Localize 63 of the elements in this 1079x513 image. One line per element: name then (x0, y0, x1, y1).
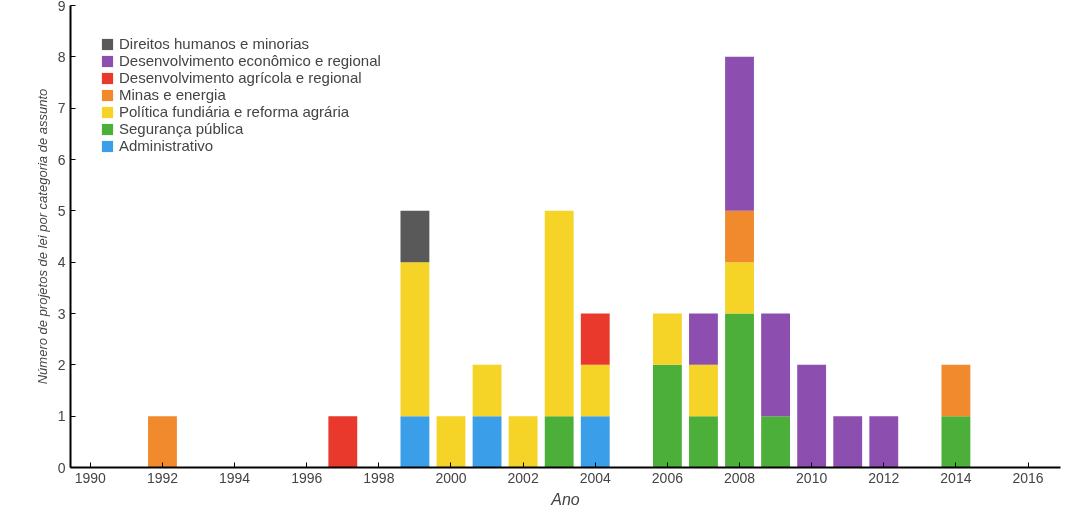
x-tick-label: 1998 (363, 469, 395, 486)
bar (400, 416, 430, 468)
x-tick-label: 2010 (796, 469, 828, 486)
x-tick-label: 2006 (651, 469, 684, 486)
x-axis-title: Ano (550, 490, 580, 508)
bar (869, 416, 899, 468)
bar (472, 364, 502, 417)
x-tick-label: 2014 (940, 469, 972, 486)
legend-label: Desenvolvimento agrícola e regional (119, 69, 362, 86)
y-tick-label: 4 (57, 254, 66, 271)
bar (508, 416, 538, 468)
y-tick-label: 0 (57, 459, 66, 476)
x-tick-label: 1992 (146, 469, 179, 486)
bar (725, 56, 754, 211)
y-tick-label: 1 (57, 408, 66, 425)
bar (544, 210, 574, 417)
legend-label: Desenvolvimento econômico e regional (119, 52, 381, 69)
y-tick-label: 3 (57, 305, 66, 322)
x-tick-label: 1994 (219, 469, 251, 486)
bar (400, 210, 430, 263)
bar (400, 262, 430, 417)
bar (544, 416, 574, 468)
bar (580, 416, 610, 468)
bar (652, 364, 682, 468)
y-axis-title: Número de projetos de lei por categoria de assunto (34, 88, 50, 385)
legend-label: Política fundiária e reforma agrária (119, 103, 350, 120)
x-tick-label: 2012 (868, 469, 900, 486)
x-tick-label: 1996 (291, 469, 323, 486)
bar (761, 313, 791, 417)
legend-label: Direitos humanos e minorias (119, 35, 310, 52)
bar (472, 416, 502, 468)
bar (833, 416, 863, 468)
bar (725, 210, 754, 263)
y-tick-label: 9 (57, 0, 66, 14)
bar (725, 262, 754, 314)
bar (652, 313, 682, 365)
bar (436, 416, 466, 468)
bar (580, 313, 610, 365)
legend-label: Administrativo (119, 137, 214, 154)
bar (580, 364, 610, 417)
bar (941, 364, 971, 417)
y-tick-label: 7 (57, 100, 66, 117)
x-tick-label: 2016 (1012, 469, 1044, 486)
bar (689, 364, 718, 417)
bar (689, 313, 718, 365)
x-tick-label: 2000 (435, 469, 467, 486)
bar (148, 416, 177, 468)
x-tick-label: 2008 (723, 469, 756, 486)
y-tick-label: 2 (57, 356, 66, 373)
bar (689, 416, 718, 468)
x-tick-label: 2002 (507, 469, 539, 486)
y-tick-label: 5 (57, 202, 66, 219)
bar (328, 416, 358, 468)
bar (941, 416, 971, 468)
bar (797, 364, 827, 468)
bar (761, 416, 791, 468)
y-tick-label: 6 (57, 151, 66, 168)
bar (725, 313, 754, 468)
y-tick-label: 8 (57, 48, 66, 65)
x-tick-label: 2004 (579, 469, 612, 486)
x-tick-label: 1990 (74, 469, 107, 486)
legend-label: Minas e energia (119, 86, 226, 103)
legend-label: Segurança pública (119, 120, 244, 137)
